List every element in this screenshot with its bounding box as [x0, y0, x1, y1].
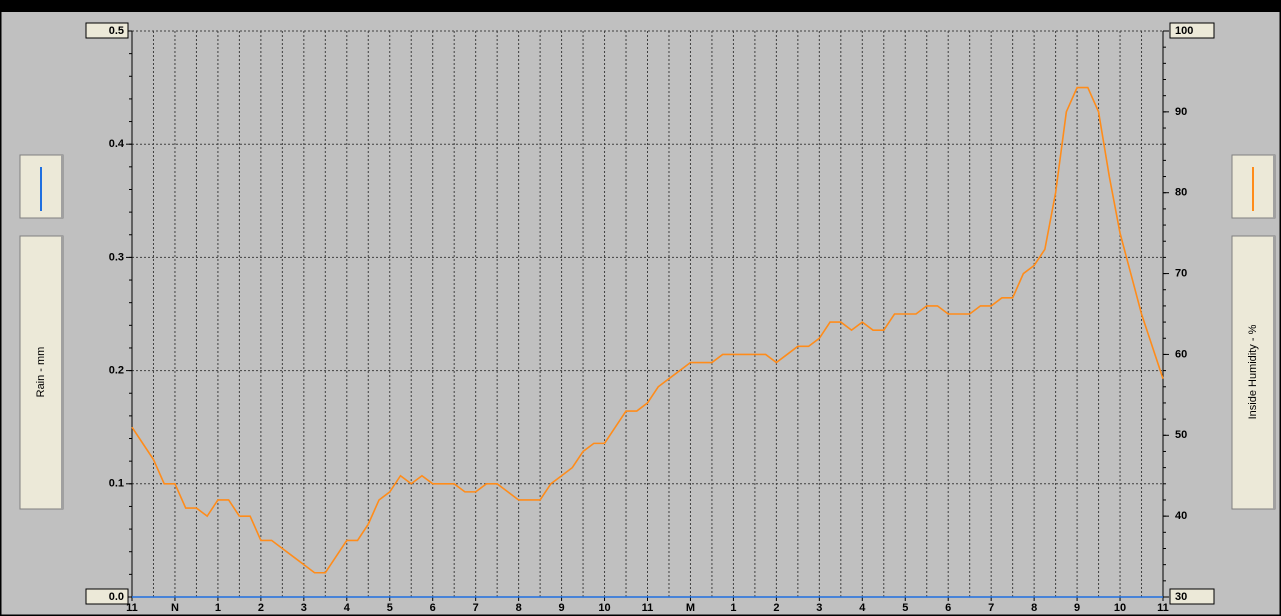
x-tick-label: 2	[773, 602, 779, 614]
y2-tick-label: 60	[1175, 348, 1187, 360]
x-tick-label: N	[171, 602, 179, 614]
y-tick-label: 0.5	[109, 25, 124, 37]
y-tick-label: 0.4	[109, 138, 125, 150]
y2-tick-label: 30	[1175, 591, 1187, 603]
top-bar	[0, 0, 1281, 12]
x-tick-label: 3	[301, 602, 307, 614]
box-shadow	[1273, 155, 1276, 218]
x-tick-label: 11	[1157, 602, 1169, 614]
y2-axis-label: Inside Humidity - %	[1247, 324, 1259, 419]
x-tick-label: 5	[902, 602, 908, 614]
tick-label-box	[85, 588, 129, 605]
tick-label-box	[1169, 588, 1215, 605]
y2-tick-label: 50	[1175, 429, 1187, 441]
x-tick-label: M	[686, 602, 695, 614]
x-tick-label: 6	[430, 602, 436, 614]
box-shadow	[61, 236, 64, 509]
x-tick-label: 2	[258, 602, 264, 614]
y2-tick-label: 70	[1175, 267, 1187, 279]
y-axis-label: Rain - mm	[35, 347, 47, 398]
x-tick-label: 7	[988, 602, 994, 614]
y-tick-label: 0.3	[109, 251, 124, 263]
x-tick-label: 1	[215, 602, 221, 614]
tick-label-box	[1169, 22, 1215, 39]
x-tick-label: 11	[642, 602, 654, 614]
y2-tick-label: 80	[1175, 187, 1187, 199]
x-tick-label: 1	[730, 602, 736, 614]
x-tick-label: 8	[516, 602, 522, 614]
y2-tick-label: 90	[1175, 106, 1187, 118]
y-tick-label: 0.2	[109, 365, 124, 377]
y-tick-label: 0.1	[109, 478, 124, 490]
left-legend: Rain - mm	[19, 154, 64, 510]
legend-label-box	[1231, 235, 1276, 510]
x-tick-label: 9	[1074, 602, 1080, 614]
x-tick-label: 11	[126, 602, 138, 614]
tick-label-box	[85, 22, 129, 39]
series-line	[131, 86, 1164, 574]
x-tick-label: 4	[859, 602, 866, 614]
legend-label-box	[19, 235, 64, 510]
x-tick-label: 10	[598, 602, 610, 614]
x-tick-label: 7	[473, 602, 479, 614]
box-shadow	[61, 155, 64, 218]
y-tick-label: 0.0	[109, 591, 124, 603]
x-tick-label: 9	[559, 602, 565, 614]
x-tick-label: 5	[387, 602, 393, 614]
x-tick-label: 3	[816, 602, 822, 614]
x-tick-label: 4	[344, 602, 351, 614]
box-shadow	[1273, 236, 1276, 509]
x-tick-label: 6	[945, 602, 951, 614]
x-tick-label: 10	[1114, 602, 1126, 614]
y2-tick-label: 40	[1175, 510, 1187, 522]
y2-tick-label: 100	[1175, 25, 1193, 37]
x-tick-label: 8	[1031, 602, 1037, 614]
